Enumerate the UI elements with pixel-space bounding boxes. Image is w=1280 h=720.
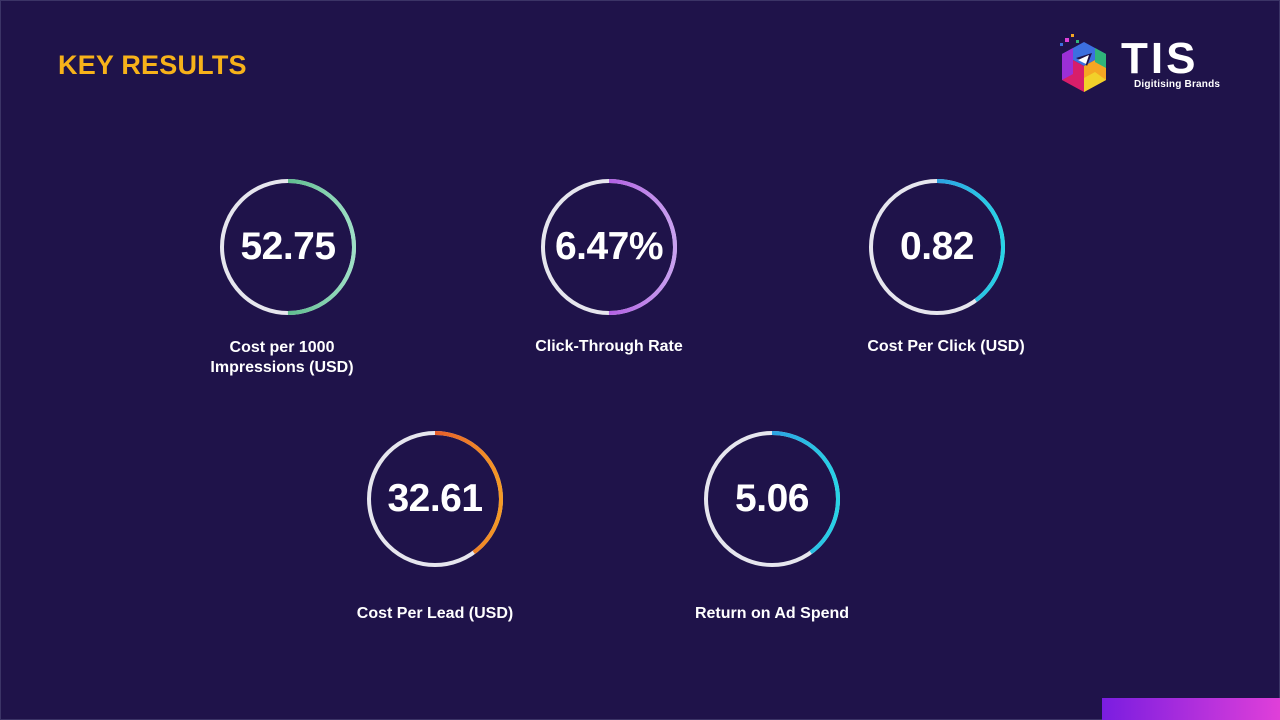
corner-accent-bar <box>1102 698 1280 720</box>
kpi-label: Cost Per Click (USD) <box>836 337 1056 357</box>
kpi-cpm: 52.75 <box>218 177 358 317</box>
hexagon-logo-icon <box>1060 34 1106 92</box>
logo-wordmark: TIS <box>1121 34 1199 83</box>
kpi-value: 52.75 <box>240 225 336 268</box>
kpi-label-line: Click-Through Rate <box>535 338 683 355</box>
kpi-cpc: 0.82 <box>867 177 1007 317</box>
kpi-ring <box>367 431 503 567</box>
kpi-cpl: 32.61 <box>365 429 505 569</box>
kpi-ring <box>220 179 356 315</box>
ring-progress-arc <box>220 179 356 315</box>
kpi-ring <box>869 179 1005 315</box>
kpi-value: 0.82 <box>900 225 974 268</box>
kpi-label-line: Return on Ad Spend <box>694 605 850 622</box>
kpi-label-line: Cost Per Click (USD) <box>867 338 1025 355</box>
kpi-value: 32.61 <box>387 477 483 520</box>
ring-progress-arc <box>541 179 677 315</box>
kpi-value: 5.06 <box>735 477 809 520</box>
ring-progress-arc <box>367 431 503 567</box>
slide-title: KEY RESULTS <box>58 50 247 80</box>
kpi-value: 6.47% <box>554 225 664 268</box>
kpi-ring <box>704 431 840 567</box>
kpi-label: Click-Through Rate <box>499 337 719 357</box>
kpi-roas: 5.06 <box>702 429 842 569</box>
kpi-label: Cost Per Lead (USD) <box>325 604 545 624</box>
ring-progress-arc <box>704 431 840 567</box>
kpi-label-line: Impressions (USD) <box>210 359 354 376</box>
logo-tagline: Digitising Brands <box>1134 79 1221 90</box>
kpi-label: Cost per 1000 Impressions (USD) <box>172 338 392 378</box>
kpi-label-line: Cost Per Lead (USD) <box>356 605 514 622</box>
kpi-ctr: 6.47% <box>539 177 679 317</box>
tis-logo: TIS Digitising Brands <box>1057 34 1237 98</box>
kpi-label: Return on Ad Spend <box>662 604 882 624</box>
ring-progress-arc <box>869 179 1005 315</box>
kpi-ring <box>541 179 677 315</box>
kpi-label-line: Cost per 1000 <box>229 339 335 356</box>
